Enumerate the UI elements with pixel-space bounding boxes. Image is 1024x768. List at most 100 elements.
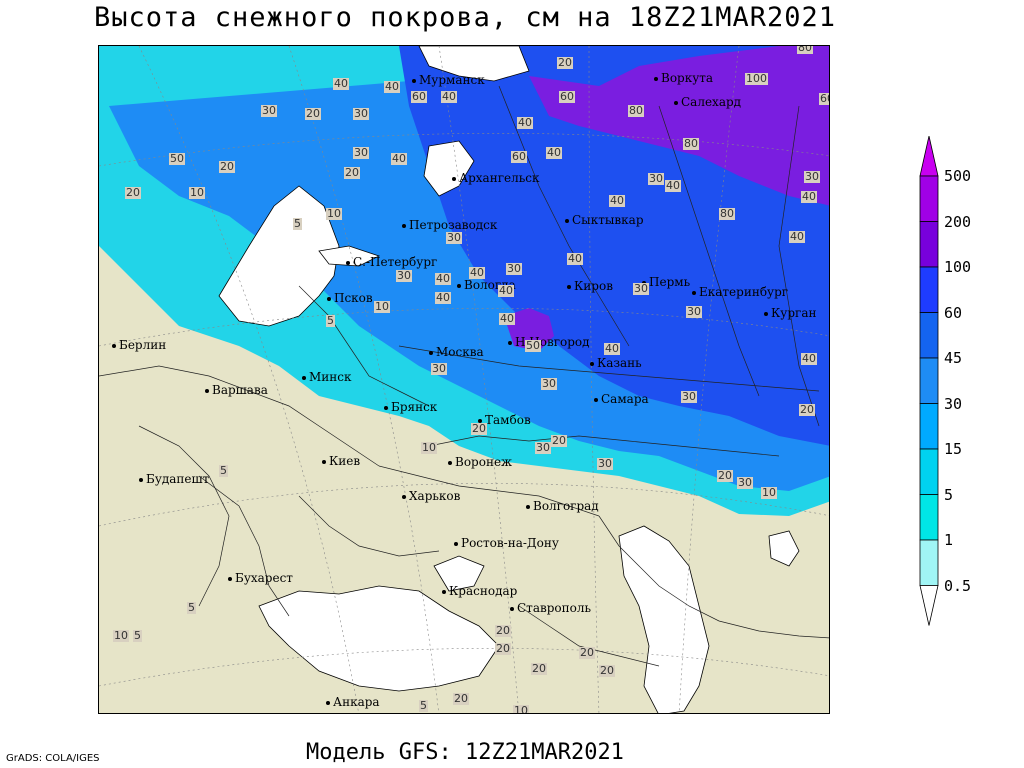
city-label: Воркута bbox=[653, 71, 714, 85]
snow-depth-value: 30 bbox=[396, 269, 412, 282]
snow-depth-value: 30 bbox=[446, 231, 462, 244]
snow-depth-value: 30 bbox=[353, 107, 369, 120]
legend-label: 30 bbox=[944, 394, 963, 413]
snow-depth-value: 5 bbox=[293, 217, 302, 230]
legend-swatch bbox=[919, 175, 939, 222]
snow-depth-value: 10 bbox=[189, 186, 205, 199]
city-label: Воронеж bbox=[447, 455, 513, 469]
snow-depth-value: 20 bbox=[344, 166, 360, 179]
model-subtitle: Модель GFS: 12Z21MAR2021 bbox=[306, 740, 624, 765]
legend-bottom-arrow bbox=[919, 585, 939, 626]
city-label: Курган bbox=[763, 306, 817, 320]
gulf-of-finland bbox=[318, 245, 381, 267]
city-label: Бухарест bbox=[228, 571, 293, 585]
legend-label: 200 bbox=[944, 212, 972, 231]
snow-depth-value: 40 bbox=[435, 272, 451, 285]
snow-depth-value: 80 bbox=[683, 137, 699, 150]
snow-depth-value: 20 bbox=[551, 434, 567, 447]
legend-swatch bbox=[919, 403, 939, 450]
grads-credit: GrADS: COLA/IGES bbox=[6, 753, 100, 764]
snow-depth-value: 40 bbox=[333, 77, 349, 90]
snow-depth-value: 40 bbox=[609, 194, 625, 207]
snow-depth-value: 30 bbox=[597, 457, 613, 470]
snow-depth-value: 20 bbox=[495, 642, 511, 655]
snow-depth-value: 30 bbox=[431, 362, 447, 375]
snow-zone-deep bbox=[529, 46, 829, 206]
legend-swatch bbox=[919, 266, 939, 313]
legend-swatch bbox=[919, 357, 939, 404]
snow-depth-value: 10 bbox=[513, 705, 529, 713]
city-label: Мурманск bbox=[412, 73, 485, 87]
snow-depth-value: 10 bbox=[761, 486, 777, 499]
city-label: Анкара bbox=[326, 695, 380, 709]
legend-label: 5 bbox=[944, 485, 954, 504]
city-label: Волгоград bbox=[526, 499, 599, 513]
city-label: Киев bbox=[321, 454, 361, 468]
city-label: Харьков bbox=[401, 489, 461, 503]
legend-label: 60 bbox=[944, 303, 963, 322]
chart-title: Высота снежного покрова, см на 18Z21MAR2… bbox=[94, 2, 836, 33]
snow-depth-value: 80 bbox=[719, 207, 735, 220]
snow-depth-value: 40 bbox=[517, 116, 533, 129]
caspian-sea bbox=[618, 525, 710, 713]
map-canvas bbox=[99, 46, 829, 713]
snow-depth-value: 5 bbox=[326, 314, 335, 327]
snow-depth-value: 10 bbox=[113, 629, 129, 642]
snow-depth-value: 30 bbox=[506, 262, 522, 275]
snow-depth-value: 60 bbox=[559, 90, 575, 103]
snow-depth-value: 10 bbox=[421, 441, 437, 454]
city-label: Архангельск bbox=[451, 171, 540, 185]
city-label: Псков bbox=[327, 291, 373, 305]
city-label: Варшава bbox=[205, 383, 268, 397]
city-label: Будапешт bbox=[138, 472, 210, 486]
snow-depth-value: 100 bbox=[745, 72, 768, 85]
snow-depth-value: 40 bbox=[469, 266, 485, 279]
legend-label: 100 bbox=[944, 258, 972, 276]
snow-depth-value: 80 bbox=[797, 46, 813, 54]
snow-depth-value: 30 bbox=[686, 305, 702, 318]
snow-depth-value: 30 bbox=[353, 146, 369, 159]
city-label: Казань bbox=[590, 356, 642, 370]
snow-depth-value: 10 bbox=[326, 207, 342, 220]
snow-depth-value: 20 bbox=[717, 469, 733, 482]
snow-depth-value: 20 bbox=[495, 624, 511, 637]
snow-depth-value: 30 bbox=[804, 170, 820, 183]
snow-depth-value: 40 bbox=[801, 352, 817, 365]
snow-depth-value: 30 bbox=[737, 476, 753, 489]
city-label: Берлин bbox=[111, 338, 167, 352]
snow-depth-value: 50 bbox=[169, 152, 185, 165]
snow-depth-value: 30 bbox=[681, 390, 697, 403]
legend-swatch bbox=[919, 448, 939, 495]
legend-swatch bbox=[919, 494, 939, 541]
legend-colorbar bbox=[919, 135, 939, 626]
snow-depth-value: 40 bbox=[384, 80, 400, 93]
snow-depth-value: 40 bbox=[801, 190, 817, 203]
snow-depth-value: 60 bbox=[511, 150, 527, 163]
snow-depth-value: 5 bbox=[419, 699, 428, 712]
snow-depth-value: 80 bbox=[628, 104, 644, 117]
snow-depth-value: 20 bbox=[599, 664, 615, 677]
aral-sea bbox=[768, 530, 800, 567]
snow-depth-value: 30 bbox=[535, 441, 551, 454]
snow-depth-map: Мурманск Воркута Салехард Архангельск Петроз… bbox=[98, 45, 830, 714]
snow-depth-value: 30 bbox=[541, 377, 557, 390]
snow-depth-value: 40 bbox=[498, 284, 514, 297]
legend-swatch bbox=[919, 221, 939, 268]
snow-depth-value: 40 bbox=[567, 252, 583, 265]
snow-depth-value: 5 bbox=[133, 629, 142, 642]
snow-zone-deep-patch bbox=[504, 308, 554, 351]
city-label: Ростов-на-Дону bbox=[454, 536, 559, 550]
city-label: Краснодар bbox=[441, 584, 518, 598]
snow-depth-value: 10 bbox=[374, 300, 390, 313]
snow-depth-value: 40 bbox=[546, 146, 562, 159]
snow-depth-value: 40 bbox=[604, 342, 620, 355]
snow-depth-value: 50 bbox=[525, 339, 541, 352]
snow-depth-value: 20 bbox=[557, 56, 573, 69]
barents-sea bbox=[418, 46, 530, 82]
snow-depth-value: 30 bbox=[261, 104, 277, 117]
snow-depth-value: 20 bbox=[219, 160, 235, 173]
snow-depth-value: 40 bbox=[435, 291, 451, 304]
legend-label: 1 bbox=[944, 531, 954, 549]
snow-depth-value: 5 bbox=[187, 601, 196, 614]
city-label: Ставрополь bbox=[509, 601, 592, 615]
